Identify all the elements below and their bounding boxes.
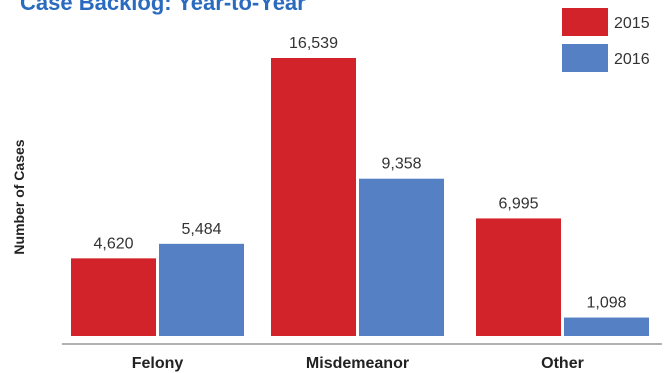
y-axis-label: Number of Cases [11,139,27,254]
value-label-felony-2015: 4,620 [93,235,133,252]
category-label-misdemeanor: Misdemeanor [306,355,409,372]
value-label-felony-2016: 5,484 [181,221,221,238]
bar-felony-2015 [71,258,156,336]
bars-group [71,58,649,336]
chart-title: Case Backlog: Year-to-Year [20,0,306,15]
category-label-felony: Felony [132,355,184,372]
legend-label-2016: 2016 [614,51,650,68]
legend-label-2015: 2015 [614,15,650,32]
value-label-other-2016: 1,098 [586,295,626,312]
category-label-other: Other [541,355,584,372]
bar-other-2015 [476,218,561,336]
value-label-misdemeanor-2015: 16,539 [289,35,338,52]
bar-felony-2016 [159,243,244,336]
value-label-misdemeanor-2016: 9,358 [381,156,421,173]
bar-other-2016 [564,317,649,336]
value-labels-group: 4,620 5,484 16,539 9,358 6,995 1,098 [93,35,626,312]
value-label-other-2015: 6,995 [498,195,538,212]
bar-misdemeanor-2016 [359,178,444,336]
legend-swatch-2015 [562,8,608,36]
category-labels-group: Felony Misdemeanor Other [132,355,584,372]
legend: 2015 2016 [562,8,650,72]
legend-swatch-2016 [562,44,608,72]
bar-misdemeanor-2015 [271,58,356,336]
